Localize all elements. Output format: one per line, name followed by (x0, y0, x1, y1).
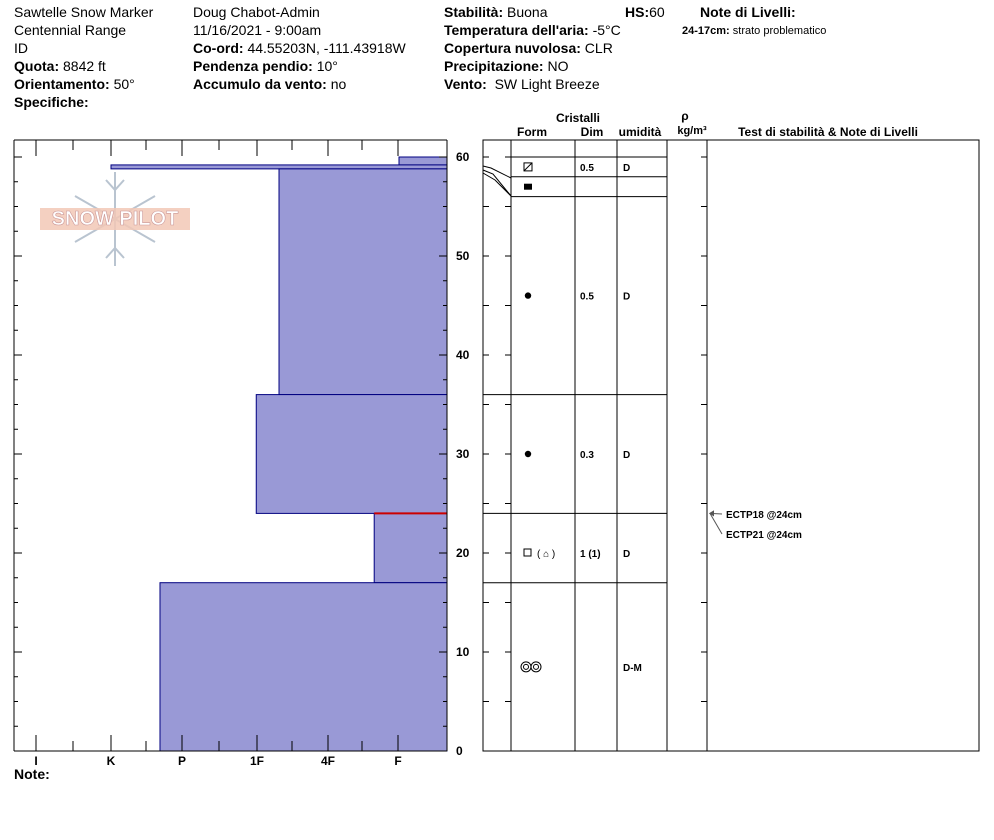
stability-tests: ECTP18 @24cm ECTP21 @24cm (709, 510, 802, 541)
crystal-form-icon (524, 450, 532, 458)
coordinates: Co-ord: 44.55203N, -111.43918W (193, 40, 406, 56)
hardness-ticks: I K P 1F 4F F (34, 140, 402, 768)
crystal-rows: 0.5 D 0.5 D 0.3 D ( ⌂ ) 1 (1) D D-M (482, 156, 667, 752)
layer-connector (482, 165, 512, 179)
hardness-label: P (178, 754, 186, 768)
size-header: Dim (581, 125, 604, 139)
stability-test-label: ECTP18 @24cm (726, 510, 802, 521)
air-temperature: Temperatura dell'aria: -5°C (444, 22, 621, 38)
melt-freeze-icon-a (520, 661, 532, 673)
crystal-form-icon (524, 183, 532, 190)
header-middle: Doug Chabot-Admin 11/16/2021 - 9:00am Co… (193, 3, 406, 93)
melt-freeze-icon-b-inner (533, 663, 539, 670)
logo-text: SNOW PILOT (52, 208, 179, 230)
layer-note: 24-17cm: strato problematico (682, 25, 827, 37)
hardness-label: 1F (250, 754, 264, 768)
aspect: Orientamento: 50° (14, 76, 135, 92)
stability: Stabilità: Buona (444, 4, 548, 20)
rounded-grain-icon (524, 292, 532, 299)
elevation: Quota: 8842 ft (14, 58, 106, 74)
state-name: ID (14, 40, 28, 56)
layer-bar (373, 512, 448, 584)
header-left: Sawtelle Snow Marker Centennial Range ID… (14, 3, 153, 111)
depth-label: 0 (456, 744, 463, 758)
slope-angle: Pendenza pendio: 10° (193, 58, 338, 74)
crystal-form-icon (523, 162, 533, 172)
wind: Vento: SW Light Breeze (444, 76, 600, 92)
table-frame (482, 139, 980, 752)
crystal-form-icon: ( ⌂ ) (523, 548, 555, 560)
notes-label: Note: (14, 766, 50, 782)
rounded-grain-icon (524, 450, 532, 458)
test-arrow (709, 510, 714, 517)
depth-label: 50 (456, 249, 470, 263)
layer-notes-title: Note di Livelli: (700, 4, 796, 20)
depth-label: 40 (456, 348, 470, 362)
moisture-header: umidità (619, 125, 662, 139)
density-symbol: ρ (681, 109, 688, 123)
observer: Doug Chabot-Admin (193, 4, 320, 20)
test-pointer (709, 513, 723, 535)
crystal-moisture: D (623, 163, 630, 174)
crystal-size: 0.3 (580, 450, 594, 461)
layer-connector (482, 172, 512, 197)
snow-height: HS:60 (625, 4, 665, 20)
melt-freeze-icon-a-inner (523, 663, 529, 670)
depth-label: 30 (456, 447, 470, 461)
tests-header: Test di stabilità & Note di Livelli (738, 125, 918, 139)
form-header: Form (517, 125, 547, 139)
density-unit: kg/m³ (677, 125, 707, 137)
datetime: 11/16/2021 - 9:00am (193, 22, 322, 38)
crystals-header: Cristalli (556, 111, 600, 125)
graupel-icon (524, 183, 532, 190)
hardness-label: F (394, 754, 401, 768)
facet-secondary-icon: ( ⌂ ) (537, 549, 555, 560)
hardness-layers (110, 156, 448, 752)
decomposing-slash (523, 162, 533, 172)
location-name: Sawtelle Snow Marker (14, 4, 154, 20)
crystal-moisture: D-M (623, 663, 642, 674)
crystal-size: 1 (1) (580, 549, 601, 560)
specifics: Specifiche: (14, 94, 89, 110)
snow-pilot-logo: SNOW PILOT (40, 172, 190, 266)
layer-bar (398, 156, 448, 166)
depth-label: 20 (456, 546, 470, 560)
header-right: Stabilità: Buona Temperatura dell'aria: … (444, 3, 621, 93)
depth-label: 10 (456, 645, 470, 659)
range-name: Centennial Range (14, 22, 127, 38)
precipitation: Precipitazione: NO (444, 58, 569, 74)
crystal-form-icon (520, 661, 542, 673)
facet-icon (523, 548, 532, 557)
stability-test-label: ECTP21 @24cm (726, 530, 802, 541)
wind-loading: Accumulo da vento: no (193, 76, 347, 92)
layer-connector (482, 169, 512, 197)
hardness-label: I (34, 754, 37, 768)
cloud-cover: Copertura nuvolosa: CLR (444, 40, 613, 56)
hardness-label: 4F (321, 754, 335, 768)
crystal-moisture: D (623, 549, 630, 560)
crystal-size: 0.5 (580, 163, 594, 174)
table-depth-ticks (483, 156, 707, 752)
crystal-moisture: D (623, 292, 630, 303)
melt-freeze-icon-b (530, 661, 542, 673)
layer-bar (159, 582, 448, 752)
depth-label: 60 (456, 150, 470, 164)
hardness-label: K (107, 754, 116, 768)
layer-bar (255, 394, 448, 514)
crystal-moisture: D (623, 450, 630, 461)
crystal-size: 0.5 (580, 292, 594, 303)
layer-bar (110, 164, 448, 170)
decomposing-icon (523, 162, 533, 172)
layer-bar (278, 168, 448, 396)
crystal-form-icon (524, 292, 532, 299)
depth-axis: 0 10 20 30 40 50 60 (14, 150, 470, 758)
